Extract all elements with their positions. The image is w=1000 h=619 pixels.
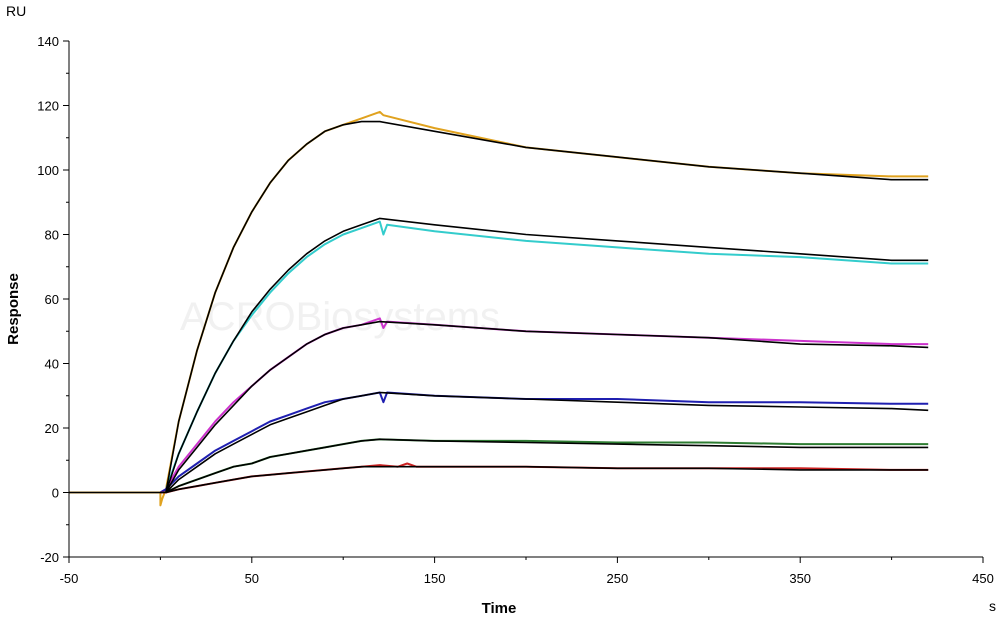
watermark: ACROBiosystems [180, 295, 500, 339]
series-line-fit-7 [165, 391, 929, 494]
x-tick-label: 150 [424, 571, 446, 586]
x-tick-label: -50 [60, 571, 79, 586]
y-tick-label: 0 [52, 486, 59, 501]
series-line-fit-5 [165, 320, 929, 493]
series-line-fit-3 [165, 217, 929, 493]
y-tick-label: 60 [45, 292, 59, 307]
plot-series [69, 110, 929, 507]
series-line-fit-1 [69, 120, 929, 494]
series-line-fit-9 [165, 438, 929, 494]
y-tick-label: 20 [45, 421, 59, 436]
y-tick-label: -20 [40, 550, 59, 565]
y-axis: -20 0 20 40 60 80 100 120 140 [37, 34, 70, 565]
x-tick-label: 350 [789, 571, 811, 586]
x-tick-label: 250 [607, 571, 629, 586]
y-tick-label: 40 [45, 357, 59, 372]
y-unit-label: RU [6, 3, 26, 19]
y-tick-label: 100 [37, 163, 59, 178]
x-tick-label: 50 [245, 571, 259, 586]
x-tick-label: 450 [972, 571, 994, 586]
series-line-fit-11 [165, 465, 929, 494]
y-tick-label: 140 [37, 34, 59, 49]
y-ticks: -20 0 20 40 60 80 100 120 140 [37, 34, 69, 565]
x-axis: -50 50 150 250 350 450 [60, 556, 994, 586]
series-line-measured-2 [159, 220, 929, 494]
y-axis-title: Response [5, 273, 22, 345]
x-axis-title: Time [482, 600, 517, 617]
x-ticks: -50 50 150 250 350 450 [60, 557, 994, 586]
series-line-measured-10 [160, 462, 929, 494]
y-tick-label: 120 [37, 99, 59, 114]
x-unit-label: s [989, 598, 996, 614]
y-tick-label: 80 [45, 228, 59, 243]
